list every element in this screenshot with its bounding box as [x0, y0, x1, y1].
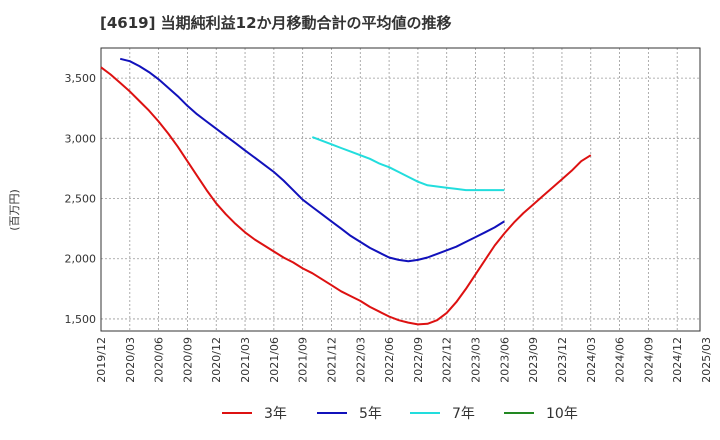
- chart-title: [4619] 当期純利益12か月移動合計の平均値の推移: [100, 14, 452, 32]
- series-line: [100, 66, 592, 326]
- x-tick-label: 2024/12: [671, 337, 684, 383]
- legend-label: 3年: [264, 406, 287, 422]
- x-tick-label: 2021/06: [268, 337, 281, 383]
- x-tick-label: 2023/12: [556, 337, 569, 383]
- x-tick-label: 2021/12: [325, 337, 338, 383]
- y-tick-label: 3,000: [65, 132, 97, 145]
- axes: [100, 47, 701, 332]
- y-axis-label: (百万円): [8, 189, 21, 231]
- x-tick-label: 2024/03: [585, 337, 598, 383]
- x-tick-label: 2023/09: [527, 337, 540, 383]
- x-tick-label: 2020/03: [124, 337, 137, 383]
- plot-frame: [100, 47, 701, 332]
- x-tick-label: 2025/03: [700, 337, 713, 383]
- legend-label: 7年: [452, 406, 475, 422]
- y-tick-label: 2,500: [65, 193, 97, 206]
- x-tick-label: 2021/09: [297, 337, 310, 383]
- x-tick-label: 2022/03: [354, 337, 367, 383]
- x-tick-label: 2020/06: [153, 337, 166, 383]
- x-tick-label: 2022/12: [441, 337, 454, 383]
- y-tick-label: 1,500: [65, 313, 97, 326]
- x-tick-label: 2024/06: [614, 337, 627, 383]
- series-line: [119, 57, 505, 263]
- y-tick-label: 3,500: [65, 72, 97, 85]
- x-tick-label: 2023/03: [470, 337, 483, 383]
- series-line: [311, 136, 505, 192]
- x-tick-label: 2019/12: [95, 337, 108, 383]
- y-tick-label: 2,000: [65, 253, 97, 266]
- x-tick-label: 2020/12: [210, 337, 223, 383]
- gridlines: [101, 48, 700, 331]
- x-tick-label: 2023/06: [498, 337, 511, 383]
- series-lines: [100, 57, 592, 326]
- x-tick-label: 2020/09: [181, 337, 194, 383]
- tick-labels: 1,500 2,000 2,500 3,000 3,500 2019/12 2020/03 2…: [65, 72, 714, 383]
- legend: 3年 5年 7年 10年: [222, 406, 578, 422]
- x-tick-label: 2024/09: [642, 337, 655, 383]
- legend-label: 10年: [546, 406, 578, 422]
- x-tick-label: 2021/03: [239, 337, 252, 383]
- legend-label: 5年: [359, 406, 382, 422]
- x-tick-label: 2022/06: [383, 337, 396, 383]
- x-tick-label: 2022/09: [412, 337, 425, 383]
